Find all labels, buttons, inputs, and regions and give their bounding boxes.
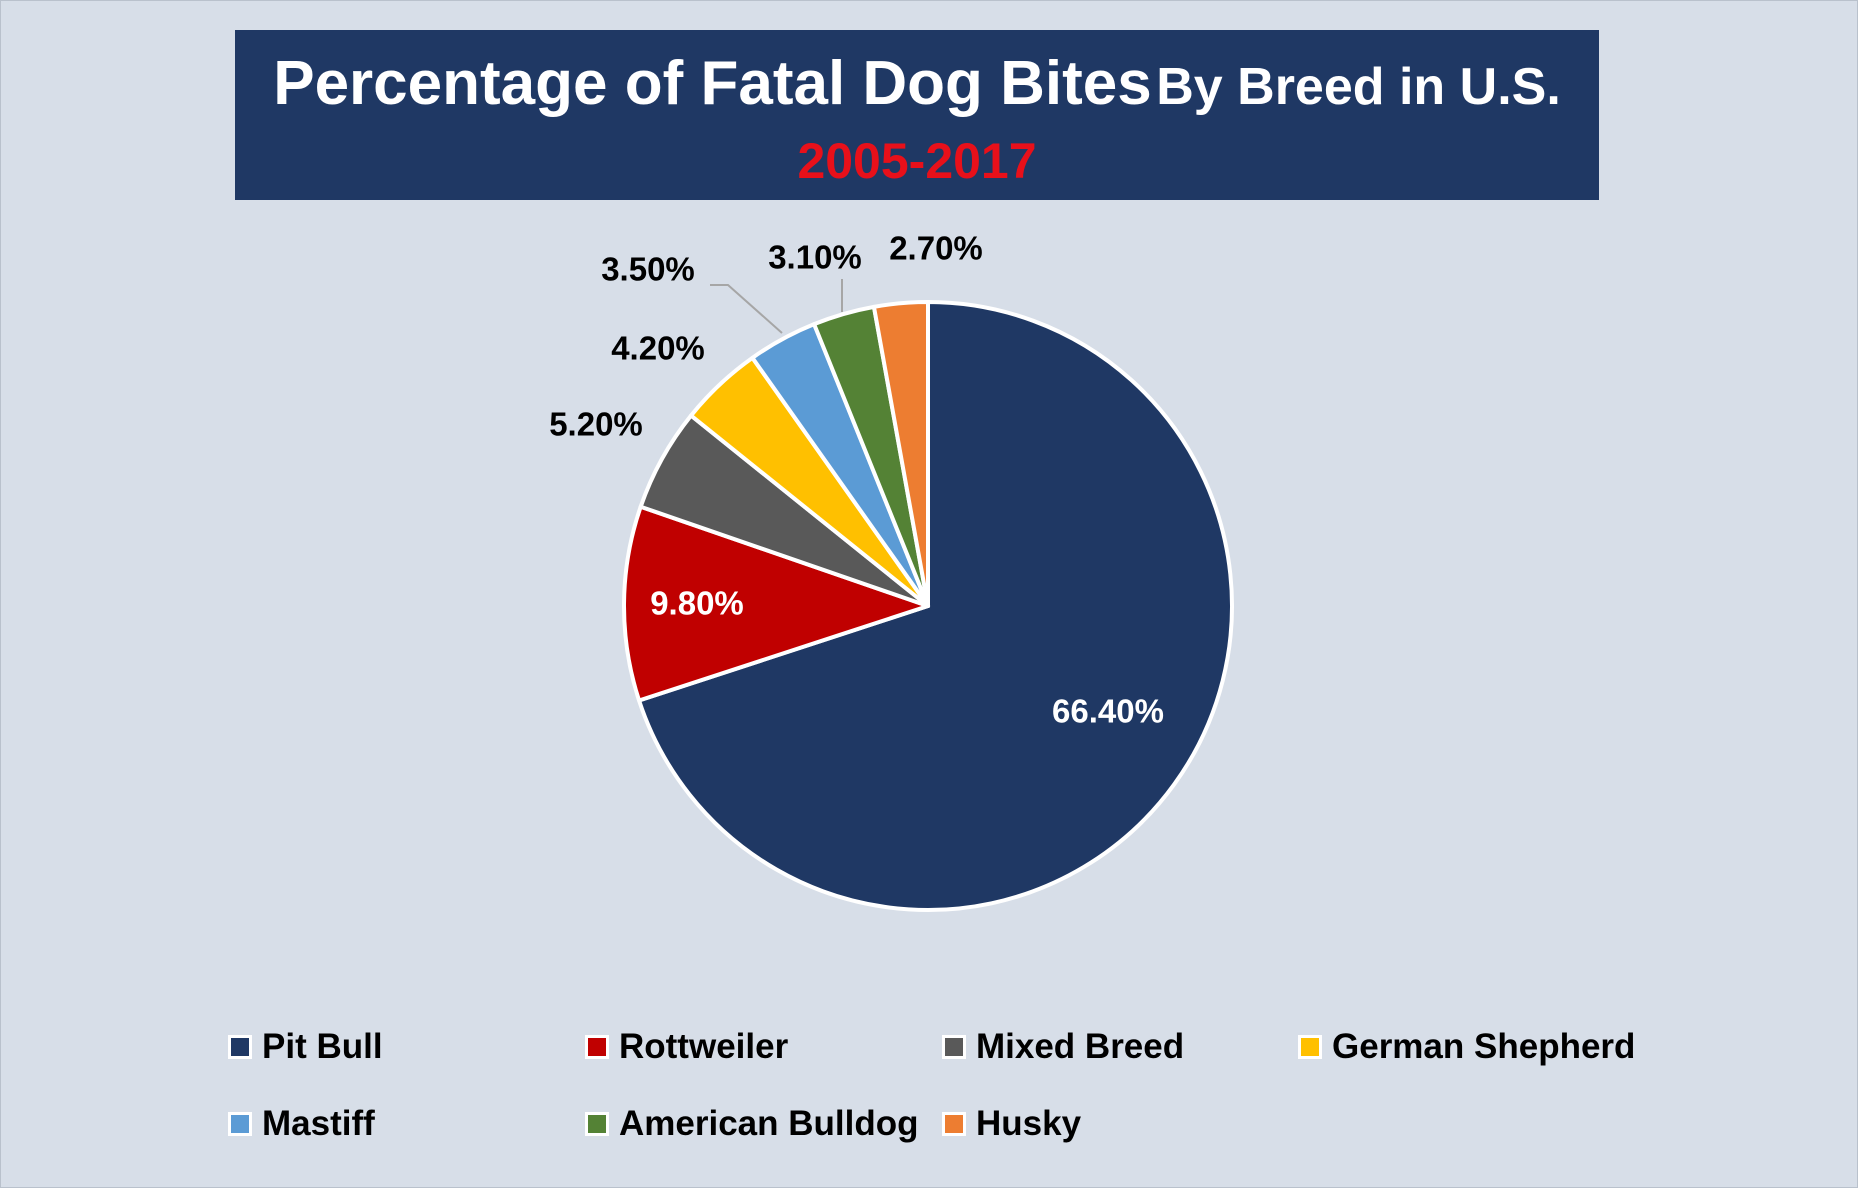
data-label-pit-bull: 66.40% (1052, 693, 1164, 730)
data-label-husky: 2.70% (889, 230, 983, 267)
pie-slice-rottweiler (622, 504, 930, 703)
data-label-american-bulldog: 3.10% (768, 239, 862, 276)
chart-title: Percentage of Fatal Dog Bites By Breed i… (235, 48, 1599, 119)
data-label-mastiff: 3.50% (601, 251, 695, 288)
chart-subtitle: 2005-2017 (797, 133, 1037, 189)
pie-slice-husky (871, 300, 930, 608)
data-label-rottweiler: 9.80% (650, 585, 744, 622)
chart-title-rest: By Breed in U.S. (1156, 58, 1561, 116)
pie-slice-pit-bull (637, 300, 1234, 912)
title-banner: Percentage of Fatal Dog Bites By Breed i… (235, 30, 1599, 200)
data-label-mixed-breed: 5.20% (549, 406, 643, 443)
data-label-german-shepherd: 4.20% (611, 330, 705, 367)
chart-title-main: Percentage of Fatal Dog Bites (273, 49, 1152, 118)
leader-line-mastiff (710, 284, 783, 334)
